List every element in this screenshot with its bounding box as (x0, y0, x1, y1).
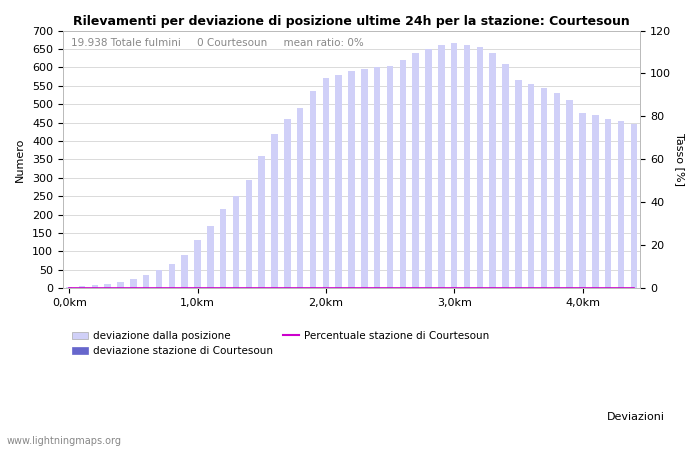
Y-axis label: Numero: Numero (15, 137, 25, 181)
Bar (489, 53, 496, 288)
Bar (374, 68, 380, 288)
Bar (297, 108, 303, 288)
Bar (181, 255, 188, 288)
Bar (618, 121, 624, 288)
Bar (323, 78, 329, 288)
Bar (258, 156, 265, 288)
Bar (605, 119, 611, 288)
Bar (79, 286, 85, 288)
Bar (233, 196, 239, 288)
Bar (143, 275, 149, 288)
Bar (156, 270, 162, 288)
Bar (284, 119, 290, 288)
Bar (118, 282, 124, 288)
Bar (438, 45, 444, 288)
Bar (335, 75, 342, 288)
Bar (631, 124, 637, 288)
Bar (246, 180, 252, 288)
Text: www.lightningmaps.org: www.lightningmaps.org (7, 436, 122, 446)
Bar (272, 134, 278, 288)
Bar (169, 264, 175, 288)
Bar (207, 225, 214, 288)
Bar (554, 93, 560, 288)
Bar (592, 115, 598, 288)
Legend: deviazione dalla posizione, deviazione stazione di Courtesoun, Percentuale stazi: deviazione dalla posizione, deviazione s… (68, 327, 494, 360)
Bar (220, 209, 226, 288)
Bar (195, 240, 201, 288)
Bar (104, 284, 111, 288)
Title: Rilevamenti per deviazione di posizione ultime 24h per la stazione: Courtesoun: Rilevamenti per deviazione di posizione … (74, 15, 630, 28)
Bar (349, 71, 355, 288)
Bar (580, 113, 586, 288)
Bar (451, 44, 457, 288)
Text: 19.938 Totale fulmini     0 Courtesoun     mean ratio: 0%: 19.938 Totale fulmini 0 Courtesoun mean … (71, 38, 364, 48)
Bar (426, 49, 432, 288)
Bar (66, 287, 72, 288)
Bar (310, 91, 316, 288)
Bar (566, 100, 573, 288)
Bar (503, 64, 509, 288)
Bar (400, 60, 406, 288)
Bar (412, 53, 419, 288)
Y-axis label: Tasso [%]: Tasso [%] (675, 133, 685, 186)
Bar (515, 80, 522, 288)
Bar (92, 285, 98, 288)
Bar (361, 69, 368, 288)
Bar (477, 47, 483, 288)
Bar (387, 66, 393, 288)
Bar (130, 279, 136, 288)
Bar (541, 88, 547, 288)
Bar (528, 84, 534, 288)
Text: Deviazioni: Deviazioni (607, 412, 665, 422)
Bar (464, 45, 470, 288)
